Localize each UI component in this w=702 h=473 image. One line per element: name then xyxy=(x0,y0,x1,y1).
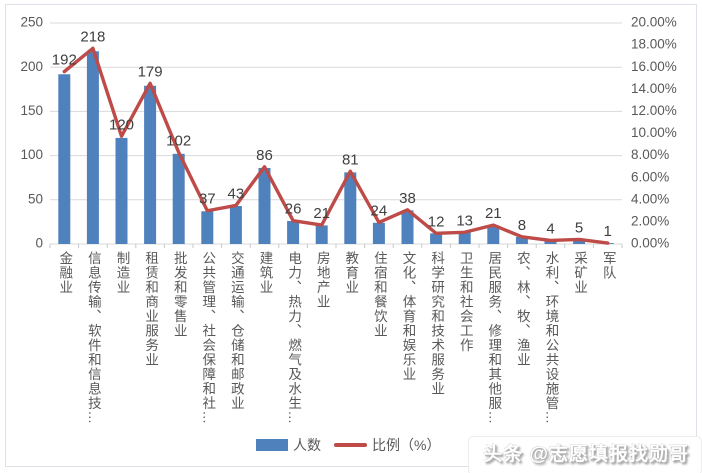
right-axis-tick-label: 0.00% xyxy=(631,236,669,251)
category-label: 住宿和餐饮业 xyxy=(371,251,387,338)
category-label: 农、林、牧、渔业 xyxy=(514,251,530,367)
bar-series-swatch-icon xyxy=(256,439,288,451)
bar xyxy=(573,239,586,244)
bar xyxy=(344,172,357,244)
legend-line-label: 比例（%） xyxy=(372,437,441,453)
bar xyxy=(86,51,99,245)
bar-value-label: 179 xyxy=(138,63,163,80)
bar-value-label: 1 xyxy=(604,223,612,240)
right-axis-tick-label: 14.00% xyxy=(631,81,677,96)
category-label: 交通运输、仓储和邮政业 xyxy=(228,251,244,411)
bar xyxy=(287,221,300,244)
bar-value-label: 120 xyxy=(109,116,134,133)
bar xyxy=(458,232,471,244)
left-axis-tick-label: 50 xyxy=(28,191,43,206)
bar-value-label: 38 xyxy=(399,190,416,207)
bar-value-label: 218 xyxy=(80,28,105,45)
bar xyxy=(544,240,557,244)
category-label: 批发和零售业 xyxy=(171,251,187,338)
right-axis-tick-label: 10.00% xyxy=(631,125,677,140)
bar-value-label: 102 xyxy=(166,132,191,149)
bar xyxy=(430,233,443,244)
category-label: 租赁和商业服务业 xyxy=(143,251,159,367)
legend-item-line: 比例（%） xyxy=(334,435,440,455)
right-axis-tick-label: 12.00% xyxy=(631,103,677,118)
bar xyxy=(487,225,500,244)
bar xyxy=(258,167,271,244)
left-axis-tick-label: 200 xyxy=(20,59,43,74)
bar xyxy=(515,236,528,244)
bar-value-label: 37 xyxy=(199,191,216,208)
bar xyxy=(144,85,157,244)
bar xyxy=(115,137,128,244)
right-axis-tick-label: 20.00% xyxy=(631,15,677,30)
category-label: 金融业 xyxy=(57,251,73,295)
bar xyxy=(401,210,414,244)
right-axis-tick-label: 18.00% xyxy=(631,37,677,52)
right-axis-tick-label: 8.00% xyxy=(631,147,669,162)
right-axis-tick-label: 16.00% xyxy=(631,59,677,74)
chart-legend: 人数 比例（%） xyxy=(256,435,440,455)
bar xyxy=(201,211,214,244)
left-axis-tick-label: 250 xyxy=(20,15,43,30)
left-axis-tick-label: 100 xyxy=(20,147,43,162)
line-series-swatch-icon xyxy=(334,443,367,447)
category-label: 公共管理、社会保障和社… xyxy=(200,251,216,425)
category-label: 居民服务、修理和其他服… xyxy=(486,251,502,425)
left-axis-tick-label: 150 xyxy=(20,103,43,118)
bar-value-label: 86 xyxy=(256,147,273,164)
category-label: 建筑业 xyxy=(257,251,273,295)
bar xyxy=(229,205,242,244)
right-axis-tick-label: 4.00% xyxy=(631,191,669,206)
bar-value-label: 43 xyxy=(228,185,245,202)
legend-item-bar: 人数 xyxy=(256,435,321,455)
bar xyxy=(58,74,71,244)
bar-value-label: 13 xyxy=(456,212,473,229)
category-label: 文化、体育和娱乐业 xyxy=(400,251,416,382)
bar-value-label: 12 xyxy=(428,213,445,230)
category-label: 电力、热力、燃气及水生… xyxy=(286,251,302,425)
bar xyxy=(315,225,328,244)
category-label: 卫生和社会工作 xyxy=(457,251,473,353)
category-label: 制造业 xyxy=(114,251,130,295)
bar-value-label: 21 xyxy=(313,205,330,222)
bar-value-label: 21 xyxy=(485,205,502,222)
bar-value-label: 24 xyxy=(371,202,388,219)
category-label: 水利、环境和公共设施管… xyxy=(543,251,559,425)
ratio-line xyxy=(62,46,610,245)
category-label: 房地产业 xyxy=(314,251,330,309)
bar-value-label: 81 xyxy=(342,151,359,168)
category-label: 科学研究和技术服务业 xyxy=(429,251,445,396)
bar xyxy=(172,153,185,244)
category-label: 教育业 xyxy=(343,251,359,295)
toutiao-watermark: 头条 @志愿填报找勋哥 xyxy=(468,436,702,473)
bar xyxy=(372,222,385,244)
bar-value-label: 5 xyxy=(575,219,583,236)
right-axis-tick-label: 2.00% xyxy=(631,213,669,228)
bar-value-label: 8 xyxy=(518,217,526,234)
left-axis-tick-label: 0 xyxy=(35,236,43,251)
category-label: 信息传输、软件和信息技… xyxy=(85,251,101,425)
legend-bar-label: 人数 xyxy=(293,437,321,453)
category-label: 军队 xyxy=(600,251,616,280)
bar-value-label: 192 xyxy=(52,52,77,69)
bar-value-label: 4 xyxy=(546,220,554,237)
bar-value-label: 26 xyxy=(285,201,302,218)
category-label: 采矿业 xyxy=(572,251,588,295)
right-axis-tick-label: 6.00% xyxy=(631,169,669,184)
